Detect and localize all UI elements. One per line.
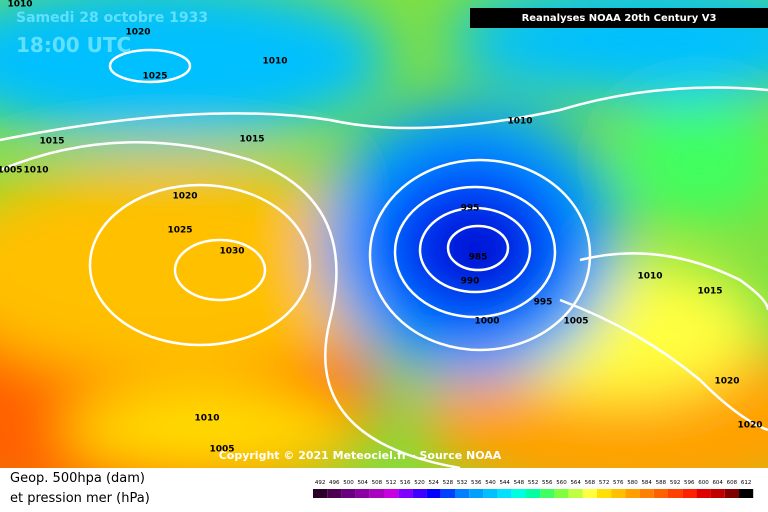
colorbar-label: 536 xyxy=(471,480,482,486)
colorbar-cell xyxy=(369,489,384,498)
colorbar-label: 584 xyxy=(641,480,652,486)
colorbar-label: 588 xyxy=(656,480,667,486)
isobar-label: 1005 xyxy=(563,317,588,327)
isobar-label: 985 xyxy=(469,253,488,263)
legend-title: Geop. 500hpa (dam) xyxy=(10,471,145,486)
date: Samedi 28 octobre 1933 xyxy=(16,10,208,26)
source-title: Reanalyses NOAA 20th Century V3 xyxy=(522,13,717,24)
colorbar-label: 504 xyxy=(357,480,368,486)
isobar-label: 995 xyxy=(534,298,553,308)
isobar-label: 1020 xyxy=(714,377,739,387)
colorbar-label: 568 xyxy=(585,480,596,486)
colorbar-cell xyxy=(625,489,640,498)
colorbar-label: 596 xyxy=(684,480,695,486)
colorbar-label: 580 xyxy=(627,480,638,486)
colorbar-cell xyxy=(568,489,583,498)
colorbar-cell xyxy=(327,489,342,498)
colorbar-label: 516 xyxy=(400,480,411,486)
colorbar-cell xyxy=(554,489,569,498)
colorbar-cell xyxy=(497,489,512,498)
colorbar-cell xyxy=(540,489,555,498)
isobar-label: 1015 xyxy=(39,137,64,147)
colorbar-cell xyxy=(696,489,711,498)
colorbar-label: 552 xyxy=(528,480,539,486)
isobar-label: 1030 xyxy=(219,247,244,257)
isobar-label: 1010 xyxy=(507,117,532,127)
colorbar-label: 564 xyxy=(570,480,581,486)
colorbar-label: 492 xyxy=(315,480,326,486)
colorbar-cell xyxy=(682,489,697,498)
colorbar-cell xyxy=(597,489,612,498)
colorbar-label: 496 xyxy=(329,480,340,486)
colorbar-label: 600 xyxy=(698,480,709,486)
source-box xyxy=(470,8,768,28)
colorbar-cell xyxy=(483,489,498,498)
colorbar-cell xyxy=(724,489,739,498)
isobar-label: 1020 xyxy=(125,28,150,38)
colorbar-cell xyxy=(582,489,597,498)
isobar-label: 1010 xyxy=(194,414,219,424)
colorbar-cell xyxy=(611,489,626,498)
colorbar-cell xyxy=(440,489,455,498)
isobar-label: 1010 xyxy=(637,272,662,282)
colorbar-label: 604 xyxy=(712,480,723,486)
colorbar-cell xyxy=(668,489,683,498)
isobar-label: 990 xyxy=(461,277,480,287)
colorbar: 492 496 500 504 508 512 516 520 524 528 532 536 540 5… xyxy=(313,480,754,498)
isobar-label: 1025 xyxy=(167,226,192,236)
isobar-label: 1015 xyxy=(697,287,722,297)
isobar-label: 1025 xyxy=(142,72,167,82)
colorbar-label: 544 xyxy=(499,480,510,486)
legend-title: et pression mer (hPa) xyxy=(10,491,150,506)
colorbar-label: 524 xyxy=(428,480,439,486)
isobar-label: 1005 xyxy=(209,445,234,455)
colorbar-cell xyxy=(455,489,470,498)
colorbar-label: 520 xyxy=(414,480,425,486)
colorbar-label: 576 xyxy=(613,480,624,486)
isobar-label: 1010 xyxy=(262,57,287,67)
colorbar-cell xyxy=(341,489,356,498)
colorbar-label: 612 xyxy=(741,480,752,486)
isobar-label: 1020 xyxy=(737,421,762,431)
colorbar-cell xyxy=(398,489,413,498)
isobar-label: 995 xyxy=(461,204,480,214)
colorbar-label: 508 xyxy=(372,480,383,486)
isobar-label: 1015 xyxy=(239,135,264,145)
colorbar-cell xyxy=(710,489,725,498)
time: 18:00 UTC xyxy=(16,33,131,57)
colorbar-label: 500 xyxy=(343,480,354,486)
colorbar-cell xyxy=(526,489,541,498)
colorbar-cell xyxy=(739,489,754,498)
colorbar-cell xyxy=(639,489,654,498)
colorbar-label: 560 xyxy=(556,480,567,486)
isobar-label: 1010 xyxy=(7,0,32,10)
colorbar-label: 556 xyxy=(542,480,553,486)
isobar-label: 1005 xyxy=(0,166,23,176)
colorbar-label: 592 xyxy=(670,480,681,486)
colorbar-cell xyxy=(426,489,441,498)
colorbar-cell xyxy=(653,489,668,498)
colorbar-cell xyxy=(511,489,526,498)
colorbar-label: 532 xyxy=(457,480,468,486)
colorbar-label: 548 xyxy=(514,480,525,486)
isobar-label: 1000 xyxy=(474,317,499,327)
isobar-label: 1020 xyxy=(172,192,197,202)
colorbar-cell xyxy=(355,489,370,498)
colorbar-cell xyxy=(469,489,484,498)
colorbar-cell xyxy=(412,489,427,498)
colorbar-label: 512 xyxy=(386,480,397,486)
colorbar-label: 608 xyxy=(727,480,738,486)
colorbar-label: 528 xyxy=(443,480,454,486)
colorbar-label: 572 xyxy=(599,480,610,486)
copyright: Copyright © 2021 Meteociel.fr - Source N… xyxy=(219,449,502,462)
isobar-label: 1010 xyxy=(23,166,48,176)
colorbar-label: 540 xyxy=(485,480,496,486)
colorbar-cell xyxy=(313,489,328,498)
colorbar-cell xyxy=(384,489,399,498)
